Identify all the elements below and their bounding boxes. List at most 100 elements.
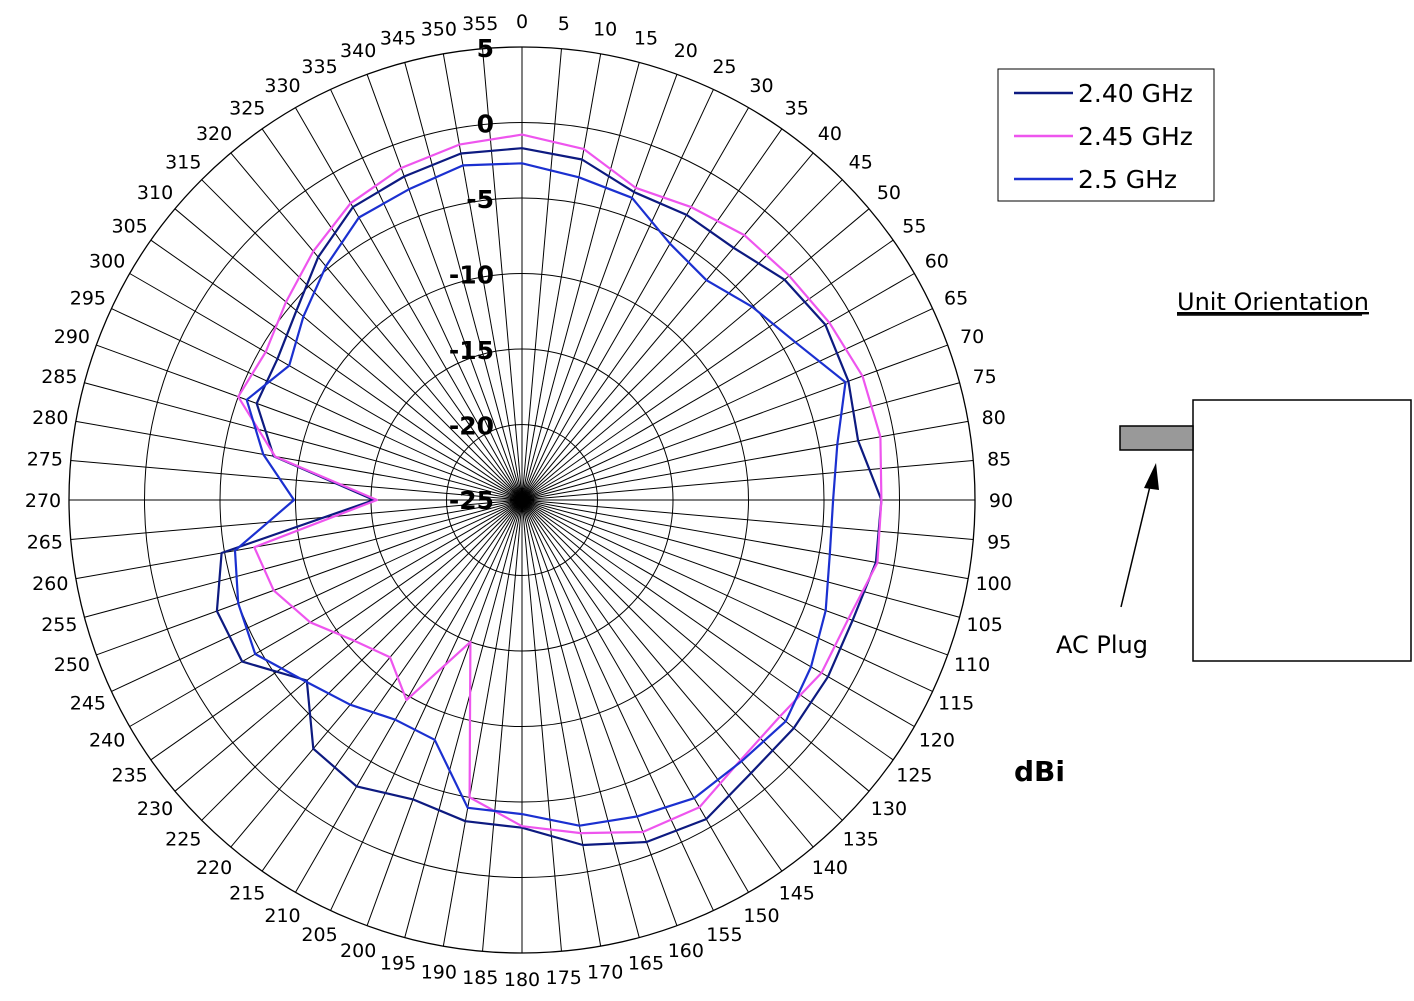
- legend-label: 2.40 GHz: [1078, 79, 1193, 108]
- angle-tick-label: 310: [137, 182, 173, 204]
- radial-tick-label: -5: [466, 185, 494, 214]
- grid-spoke: [129, 273, 523, 501]
- grid-spoke: [521, 499, 602, 947]
- legend-label: 2.45 GHz: [1078, 122, 1193, 151]
- grid-spoke: [521, 89, 714, 501]
- angle-tick-label: 315: [165, 151, 201, 173]
- series-lines: [215, 133, 883, 847]
- grid-spoke: [521, 499, 749, 893]
- radial-tick-label: 0: [477, 110, 494, 139]
- ac-plug-shape: [1119, 425, 1194, 451]
- angle-tick-label: 350: [421, 18, 457, 40]
- angle-tick-label: 35: [785, 98, 809, 120]
- radial-tick-label: 5: [477, 34, 494, 63]
- angle-tick-label: 220: [196, 857, 232, 879]
- grid-spoke: [521, 499, 783, 872]
- grid-spoke: [261, 499, 523, 872]
- unit-orientation-title: Unit Orientation: [1177, 288, 1369, 316]
- angle-tick-label: 345: [380, 27, 416, 49]
- grid-spokes: [69, 47, 975, 953]
- grid-spoke: [366, 499, 523, 926]
- angle-tick-label: 185: [462, 967, 498, 989]
- grid-spoke: [521, 74, 678, 501]
- grid-spoke: [521, 499, 894, 761]
- angle-tick-label: 165: [628, 953, 664, 975]
- grid-spoke: [521, 308, 933, 501]
- angle-tick-label: 295: [70, 288, 106, 310]
- grid-spoke: [521, 499, 843, 821]
- angle-tick-label: 65: [944, 288, 968, 310]
- grid-spoke: [261, 128, 523, 501]
- angle-tick-label: 270: [25, 490, 61, 512]
- angle-tick-label: 55: [902, 215, 926, 237]
- angle-labels: 0 5 10 152025303540455055606570758085909510…: [25, 11, 1013, 991]
- angle-tick-label: 0: [516, 11, 528, 33]
- angle-tick-label: 330: [264, 75, 300, 97]
- grid-spoke: [96, 344, 523, 501]
- grid-spoke: [521, 420, 969, 501]
- angle-tick-label: 135: [843, 829, 879, 851]
- grid-spoke: [521, 499, 714, 911]
- angle-tick-label: 230: [137, 798, 173, 820]
- legend-label: 2.5 GHz: [1078, 165, 1177, 194]
- grid-spoke: [174, 208, 523, 501]
- grid-spoke: [404, 499, 523, 938]
- grid-spoke: [521, 499, 974, 540]
- angle-tick-label: 75: [973, 366, 997, 388]
- grid-spoke: [111, 499, 523, 692]
- grid-spoke: [295, 107, 523, 501]
- radial-labels: 5 0 -5 -10 -15 -20 -25: [449, 34, 494, 515]
- angle-tick-label: 100: [976, 573, 1012, 595]
- angle-tick-label: 15: [634, 27, 658, 49]
- grid-spoke: [111, 308, 523, 501]
- grid-spoke: [230, 499, 523, 848]
- plug-arrow-head: [1144, 463, 1159, 490]
- grid-spoke: [521, 499, 814, 848]
- angle-tick-label: 325: [229, 98, 265, 120]
- plug-arrow-line: [1120, 481, 1152, 608]
- grid-spoke: [150, 239, 523, 501]
- angle-tick-label: 285: [41, 366, 77, 388]
- grid-spoke: [201, 499, 523, 821]
- angle-tick-label: 160: [668, 940, 704, 962]
- angle-tick-label: 305: [111, 215, 147, 237]
- grid-spoke: [482, 48, 523, 501]
- grid-spoke: [521, 344, 948, 501]
- angle-tick-label: 205: [301, 924, 337, 946]
- grid-spoke: [521, 499, 640, 938]
- angle-tick-label: 225: [165, 829, 201, 851]
- grid-spoke: [521, 499, 960, 618]
- grid-spoke: [521, 499, 678, 926]
- angle-tick-label: 70: [960, 326, 984, 348]
- grid-spoke: [70, 460, 523, 501]
- angle-tick-label: 190: [421, 962, 457, 984]
- grid-spoke: [96, 499, 523, 656]
- angle-tick-label: 215: [229, 882, 265, 904]
- angle-tick-label: 200: [340, 940, 376, 962]
- grid-spoke: [521, 48, 562, 501]
- ac-plug-label: AC Plug: [1056, 631, 1148, 659]
- grid-spoke: [442, 53, 523, 501]
- grid-spoke: [295, 499, 523, 893]
- legend: 2.40 GHz 2.45 GHz 2.5 GHz: [997, 68, 1215, 202]
- grid-spoke: [521, 499, 915, 727]
- angle-tick-label: 320: [196, 123, 232, 145]
- grid-spoke: [84, 382, 523, 501]
- grid-spoke: [201, 179, 523, 501]
- angle-tick-label: 155: [706, 924, 742, 946]
- radial-axis-label: dBi: [1014, 755, 1065, 788]
- series-line: [237, 133, 883, 835]
- angle-tick-label: 180: [504, 969, 540, 991]
- grid-spoke: [75, 420, 523, 501]
- angle-tick-label: 30: [749, 75, 773, 97]
- radial-tick-label: -20: [449, 412, 494, 441]
- grid-spoke: [521, 128, 783, 501]
- angle-tick-label: 110: [954, 654, 990, 676]
- grid-spoke: [70, 499, 523, 540]
- angle-tick-label: 130: [871, 798, 907, 820]
- angle-tick-label: 95: [987, 532, 1011, 554]
- grid-spoke: [521, 499, 933, 692]
- angle-tick-label: 290: [54, 326, 90, 348]
- angle-tick-label: 300: [89, 251, 125, 273]
